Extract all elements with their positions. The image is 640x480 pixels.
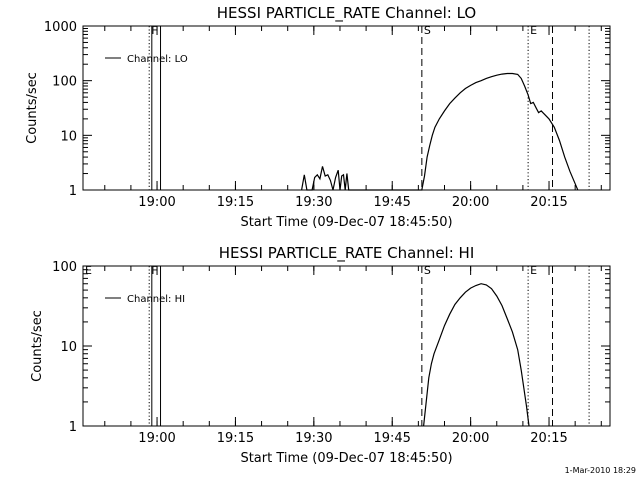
series-line xyxy=(423,283,530,427)
legend-label: Channel: LO xyxy=(127,54,188,65)
x-tick-label: 19:45 xyxy=(373,431,410,446)
x-tick-label: 20:15 xyxy=(530,431,567,446)
y-tick-label: 10 xyxy=(60,129,77,144)
y-axis-label: Counts/sec xyxy=(30,310,45,382)
x-tick-label: 19:45 xyxy=(373,195,410,210)
y-tick-label: 10 xyxy=(60,340,77,355)
y-tick-label: 100 xyxy=(52,75,77,90)
x-axis-label: Start Time (09-Dec-07 18:45:50) xyxy=(240,451,452,466)
time-marker-label: E xyxy=(85,264,92,277)
x-tick-label: 19:15 xyxy=(217,195,254,210)
time-marker-label: E xyxy=(530,264,537,277)
x-tick-label: 19:30 xyxy=(295,431,332,446)
time-marker-label: F xyxy=(151,24,157,37)
x-tick-label: 19:00 xyxy=(138,195,175,210)
y-tick-label: 1000 xyxy=(44,20,77,35)
plot-frame xyxy=(82,25,611,191)
x-tick-label: 19:30 xyxy=(295,195,332,210)
time-marker-label: S xyxy=(424,264,431,277)
chart-title: HESSI PARTICLE_RATE Channel: LO xyxy=(217,4,476,23)
y-tick-label: 1 xyxy=(69,420,77,435)
series-line xyxy=(301,72,579,191)
time-marker-label: F xyxy=(151,264,157,277)
time-marker-label: E xyxy=(530,24,537,37)
x-axis-label: Start Time (09-Dec-07 18:45:50) xyxy=(240,215,452,230)
y-tick-label: 100 xyxy=(52,260,77,275)
x-tick-label: 20:15 xyxy=(530,195,567,210)
x-tick-label: 19:00 xyxy=(138,431,175,446)
chart-title: HESSI PARTICLE_RATE Channel: HI xyxy=(219,244,475,263)
x-tick-label: 20:00 xyxy=(452,431,489,446)
y-tick-label: 1 xyxy=(69,184,77,199)
plot-frame xyxy=(82,265,611,427)
y-axis-label: Counts/sec xyxy=(25,72,40,144)
x-tick-label: 20:00 xyxy=(452,195,489,210)
time-marker-label: S xyxy=(424,24,431,37)
legend-label: Channel: HI xyxy=(127,294,185,305)
footer-timestamp: 1-Mar-2010 18:29 xyxy=(564,466,636,475)
x-tick-label: 19:15 xyxy=(217,431,254,446)
